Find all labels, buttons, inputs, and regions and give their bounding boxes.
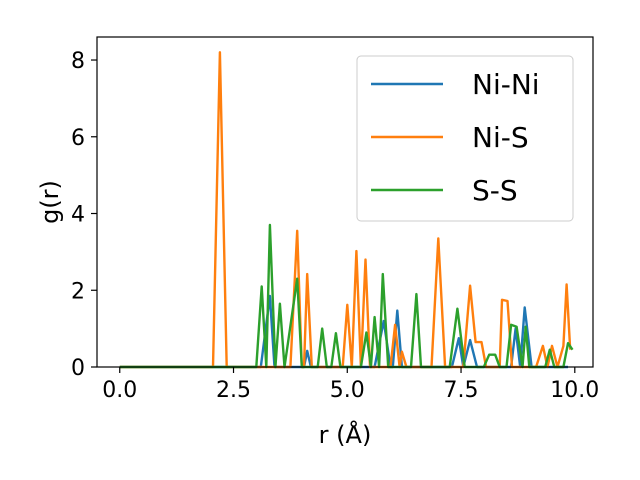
legend-label-1: Ni-S [472, 121, 529, 154]
x-axis-label: r (Å) [319, 420, 372, 449]
x-axis: 0.0 2.5 5.0 7.5 10.0 [102, 367, 599, 403]
x-tick-label: 2.5 [216, 378, 251, 403]
series-line-2 [119, 223, 574, 369]
y-tick-label: 8 [71, 49, 85, 74]
y-tick-label: 4 [71, 203, 85, 228]
y-tick-label: 2 [71, 279, 85, 304]
x-tick-label: 0.0 [102, 378, 137, 403]
legend-frame [356, 55, 574, 222]
legend-label-0: Ni-Ni [472, 68, 540, 101]
y-axis-label: g(r) [36, 180, 64, 224]
plot-frame [96, 36, 594, 368]
y-tick-label: 0 [71, 356, 85, 381]
y-tick-label: 6 [71, 126, 85, 151]
legend-label-2: S-S [472, 174, 518, 207]
x-tick-label: 5.0 [330, 378, 365, 403]
legend: Ni-Ni Ni-S S-S [356, 55, 574, 222]
x-tick-label: 7.5 [444, 378, 479, 403]
y-axis: 0 2 4 6 8 [71, 49, 97, 381]
x-tick-label: 10.0 [550, 378, 599, 403]
